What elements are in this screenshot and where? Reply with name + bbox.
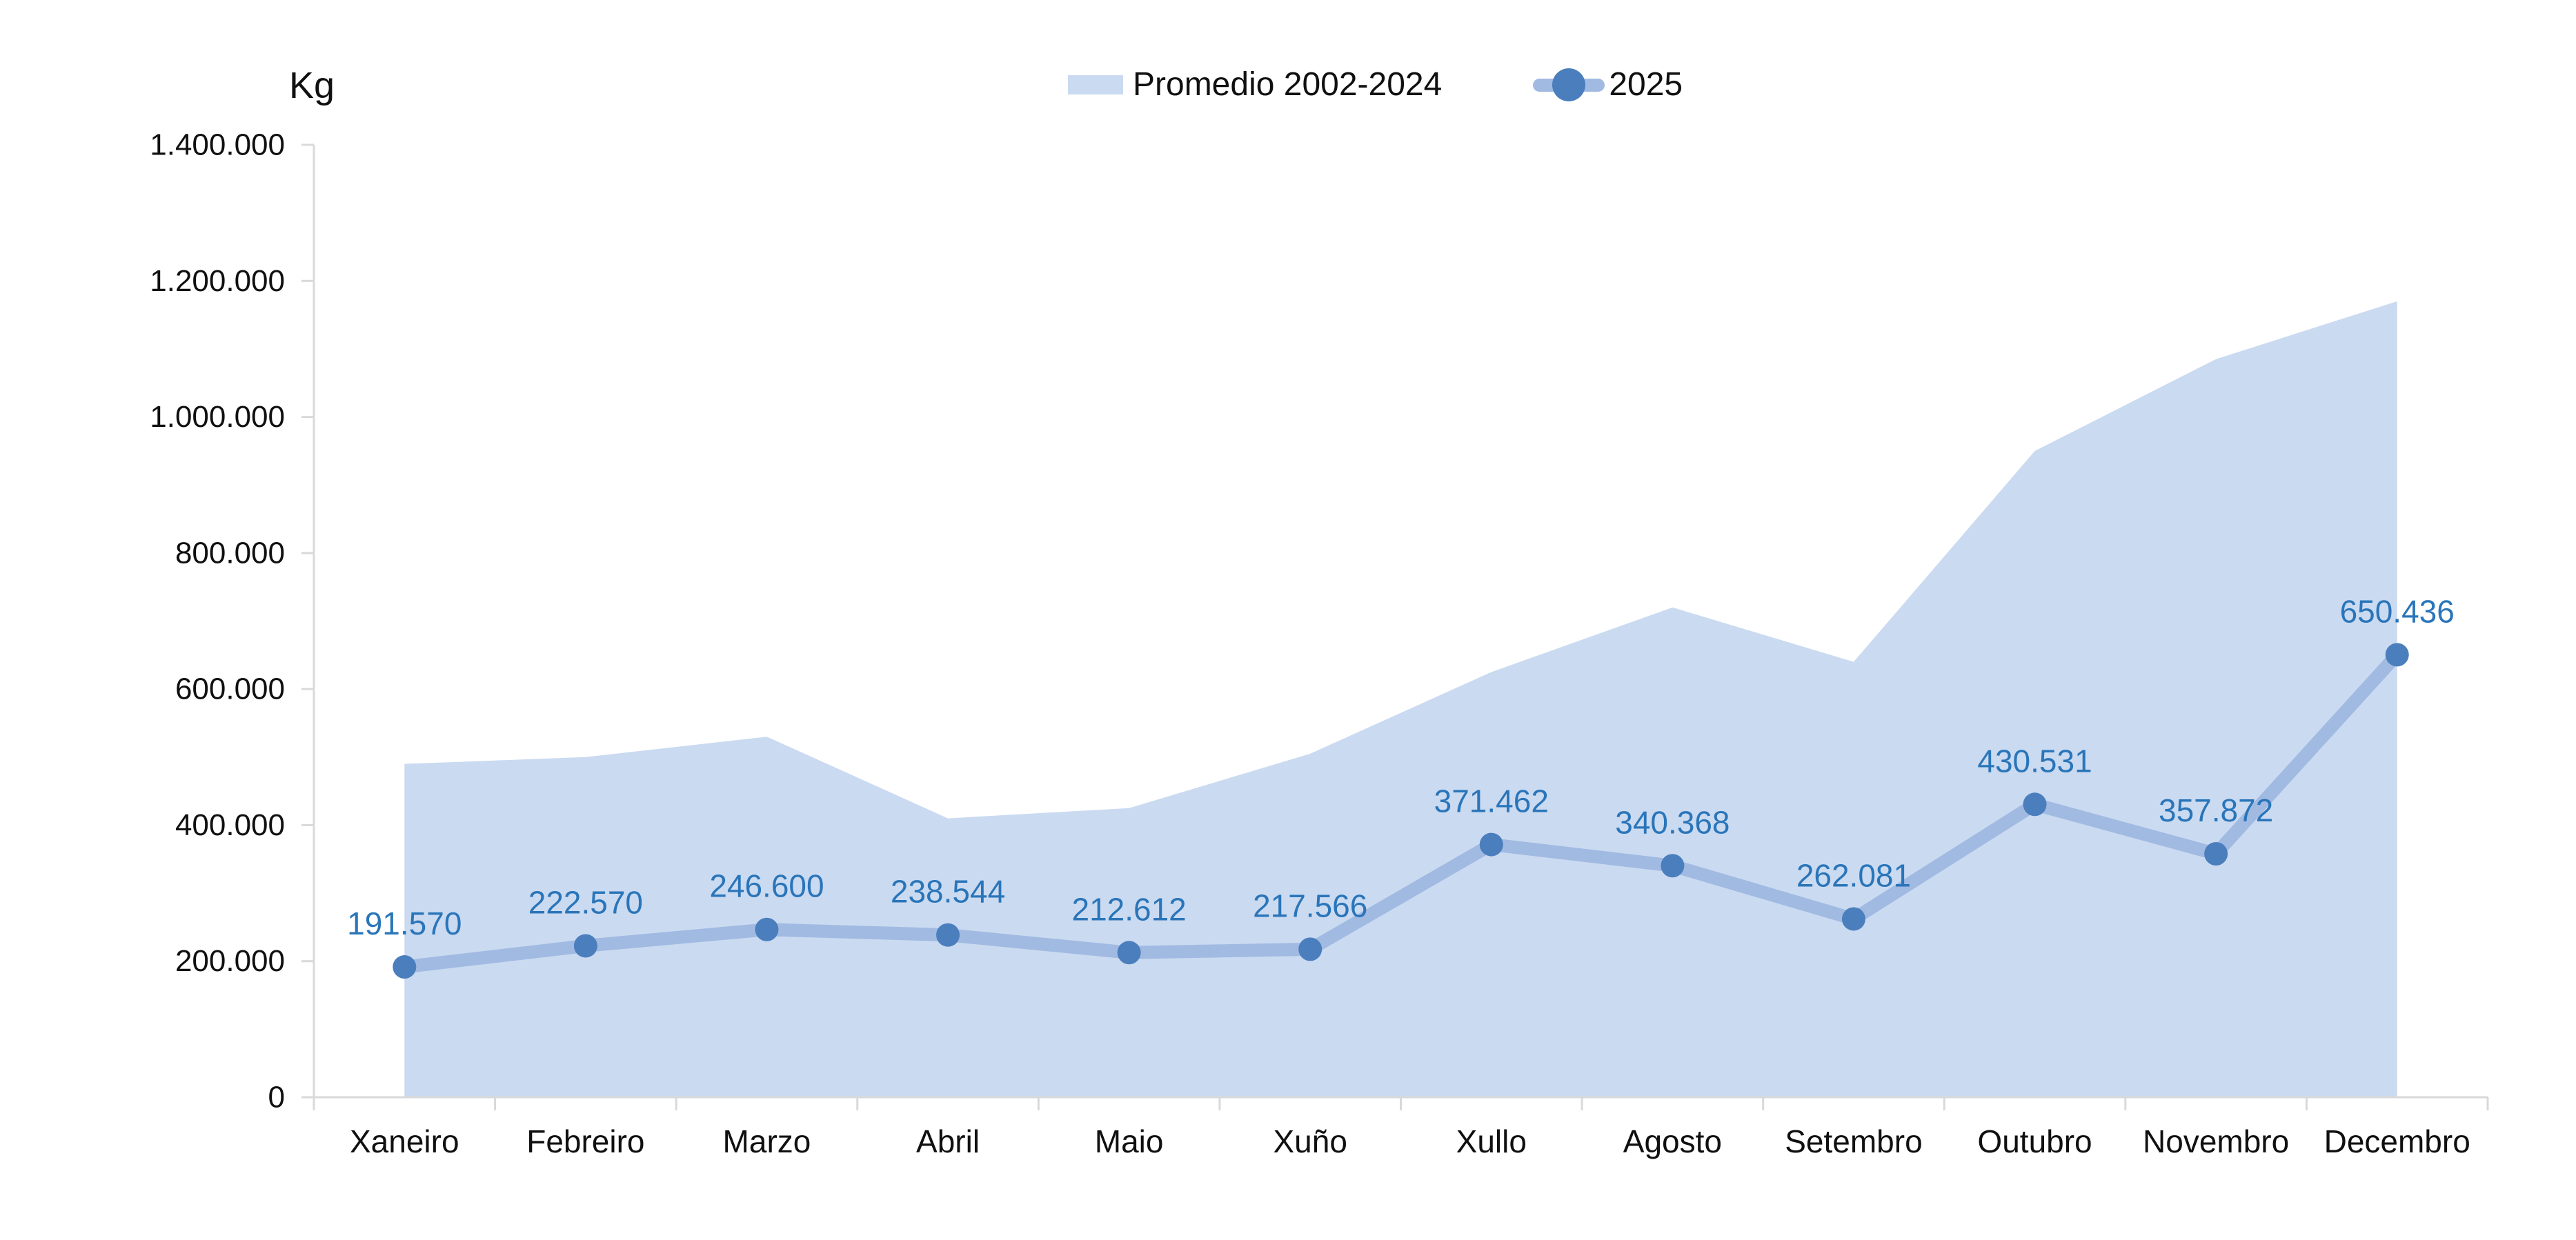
- x-tick-label: Abril: [916, 1123, 980, 1159]
- data-point-label: 262.081: [1796, 857, 1911, 893]
- data-point-label: 371.462: [1434, 783, 1549, 819]
- area-swatch: [1068, 75, 1123, 94]
- y-tick-label: 400.000: [175, 808, 285, 842]
- x-tick-label: Outubro: [1977, 1123, 2092, 1159]
- x-tick-label: Agosto: [1623, 1123, 1722, 1159]
- data-point-label: 217.566: [1253, 888, 1367, 923]
- data-point-label: 430.531: [1977, 743, 2092, 779]
- y-tick-label: 800.000: [175, 536, 285, 570]
- x-tick-label: Febreiro: [526, 1123, 644, 1159]
- x-tick-label: Novembro: [2143, 1123, 2289, 1159]
- y-tick-label: 200.000: [175, 944, 285, 978]
- data-point-marker[interactable]: [1479, 832, 1503, 857]
- legend-label-2025: 2025: [1609, 66, 1683, 103]
- x-tick-label: Xaneiro: [350, 1123, 459, 1159]
- data-point-marker[interactable]: [1841, 907, 1865, 931]
- data-point-marker[interactable]: [573, 934, 597, 958]
- y-tick-label: 1.200.000: [150, 264, 285, 298]
- x-tick-label: Decembro: [2324, 1123, 2470, 1159]
- data-point-marker[interactable]: [1117, 941, 1141, 965]
- area-series: [404, 301, 2397, 1098]
- line-swatch: [1533, 68, 1605, 101]
- legend-item-promedio[interactable]: Promedio 2002-2024: [1068, 68, 1442, 101]
- y-tick-label: 1.400.000: [150, 128, 285, 162]
- data-point-marker[interactable]: [1661, 854, 1685, 878]
- x-tick-label: Xullo: [1456, 1123, 1527, 1159]
- x-tick-label: Xuño: [1273, 1123, 1347, 1159]
- data-point-label: 650.436: [2340, 593, 2455, 629]
- data-point-label: 340.368: [1615, 804, 1730, 840]
- data-point-label: 222.570: [528, 884, 643, 920]
- data-point-label: 191.570: [347, 906, 462, 941]
- data-point-marker[interactable]: [2023, 792, 2047, 817]
- y-tick-label: 600.000: [175, 672, 285, 706]
- legend: Promedio 2002-2024 2025: [1068, 63, 1683, 106]
- x-tick-label: Maio: [1095, 1123, 1164, 1159]
- data-point-marker[interactable]: [393, 955, 417, 979]
- legend-item-2025[interactable]: 2025: [1533, 68, 1683, 101]
- data-point-marker[interactable]: [936, 923, 960, 947]
- data-point-label: 246.600: [709, 868, 824, 904]
- data-point-label: 238.544: [891, 874, 1005, 910]
- line-swatch-dot: [1552, 68, 1586, 101]
- y-axis-title: Kg: [289, 65, 335, 106]
- data-point-label: 212.612: [1071, 891, 1186, 927]
- data-point-marker[interactable]: [2385, 643, 2409, 667]
- y-tick-label: 1.000.000: [150, 400, 285, 434]
- data-point-marker[interactable]: [2204, 841, 2228, 866]
- data-point-label: 357.872: [2159, 792, 2273, 828]
- x-tick-label: Marzo: [723, 1123, 811, 1159]
- x-tick-label: Setembro: [1785, 1123, 1922, 1159]
- y-tick-label: 0: [268, 1081, 285, 1114]
- data-point-marker[interactable]: [755, 917, 779, 941]
- legend-label-promedio: Promedio 2002-2024: [1133, 66, 1443, 103]
- data-point-marker[interactable]: [1298, 937, 1322, 961]
- line-series: [397, 648, 2404, 974]
